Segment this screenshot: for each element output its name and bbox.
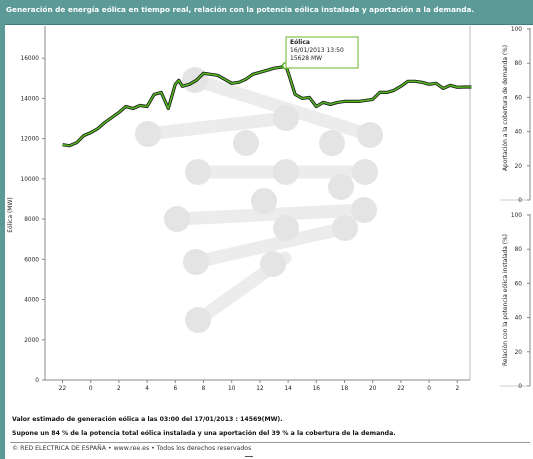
page-title: Generación de energía eólica en tiempo r… (6, 5, 475, 14)
x-tick-label: 8 (202, 386, 206, 392)
x-tick-label: 12 (256, 386, 264, 392)
x-tick-label: 0 (89, 386, 93, 392)
y-tick-label: 8000 (24, 217, 39, 223)
right-tick-label: 100 (511, 27, 522, 33)
right-tick-label: 80 (515, 61, 523, 67)
y-tick-label: 4000 (24, 298, 39, 304)
coverage-summary: Supone un 84 % de la potencia total eóli… (12, 430, 396, 437)
right-bottom-axis-label: Relación con la potencia eólica instalad… (502, 234, 509, 366)
x-tick-label: 16 (313, 386, 321, 392)
x-tick-label: 20 (369, 386, 377, 392)
y-tick-label: 10000 (21, 177, 40, 183)
right-tick-label: 60 (515, 95, 523, 101)
y-tick-label: 2000 (24, 338, 39, 344)
right-tick-label: 80 (515, 247, 523, 253)
tooltip-title: Eólica (290, 39, 310, 46)
right-tick-label: 60 (515, 281, 523, 287)
tooltip-value: 15628 MW (290, 55, 322, 62)
tooltip-date: 16/01/2013 13:50 (290, 47, 344, 54)
x-tick-label: 2 (455, 386, 459, 392)
x-tick-label: 22 (59, 386, 67, 392)
header-bar: Generación de energía eólica en tiempo r… (0, 0, 533, 25)
right-tick-label: 0 (518, 384, 522, 390)
right-tick-label: 40 (515, 316, 523, 322)
right-tick-label: 20 (515, 164, 523, 170)
copyright-text: © RED ELECTRICA DE ESPAÑA • www.ree.es •… (12, 445, 252, 452)
x-tick-label: 2 (117, 386, 121, 392)
right-tick-label: 20 (515, 350, 523, 356)
right-tick-label: 0 (518, 198, 522, 204)
hover-tooltip: Eólica 16/01/2013 13:50 15628 MW (282, 36, 359, 70)
ree-watermark-logo (135, 67, 383, 333)
y-tick-label: 14000 (21, 96, 40, 102)
x-tick-label: 4 (145, 386, 149, 392)
right-tick-label: 40 (515, 130, 523, 136)
x-tick-label: 0 (427, 386, 431, 392)
x-tick-label: 6 (173, 386, 177, 392)
y-tick-label: 6000 (24, 257, 39, 263)
right-top-axis-label: Aportación a la cobertura de demanda (%) (502, 45, 509, 171)
x-tick-label: 18 (341, 386, 349, 392)
right-tick-label: 100 (511, 213, 522, 219)
x-tick-label: 14 (284, 386, 292, 392)
y-axis-label: Eólica (MW) (7, 197, 14, 232)
series-line-eolica (62, 64, 472, 147)
x-tick-label: 22 (397, 386, 405, 392)
x-tick-label: 10 (228, 386, 236, 392)
footer-divider (10, 442, 530, 443)
bottom-marker (245, 456, 253, 457)
y-tick-label: 12000 (21, 137, 40, 143)
estimate-summary: Valor estimado de generación eólica a la… (12, 416, 283, 423)
left-accent-strip (0, 24, 5, 459)
y-tick-label: 16000 (21, 56, 40, 62)
tooltip-box (285, 36, 359, 69)
y-tick-label: 0 (35, 378, 39, 384)
